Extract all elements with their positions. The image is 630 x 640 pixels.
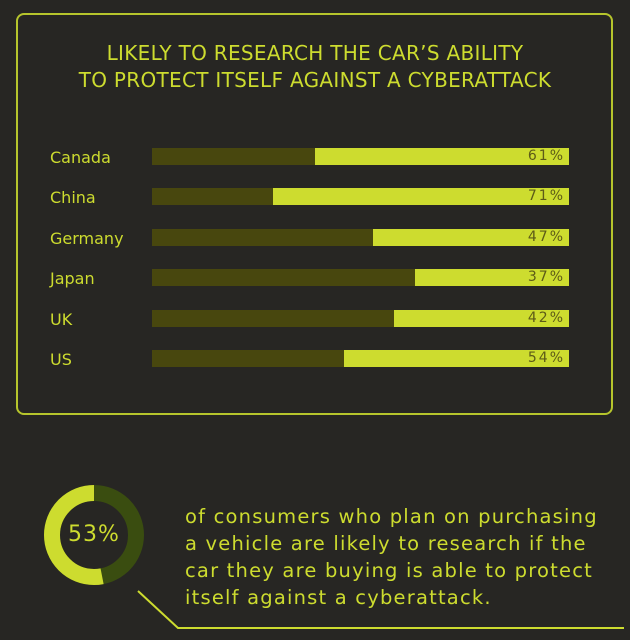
- bar-label: US: [50, 350, 72, 369]
- chart-panel: [16, 13, 613, 415]
- bar-track: 37%: [152, 269, 569, 287]
- bar-value-label: 54%: [527, 350, 565, 366]
- bar: [414, 269, 569, 287]
- bar-label: Japan: [50, 269, 95, 289]
- chart-title-line-1: LIKELY TO RESEARCH THE CAR’S ABILITY: [106, 41, 524, 65]
- bar-value-label: 47%: [527, 228, 565, 245]
- bar-track: 71%: [152, 188, 569, 206]
- bar-value-label: 37%: [527, 269, 565, 286]
- chart-title: LIKELY TO RESEARCH THE CAR’S ABILITY TO …: [0, 40, 630, 94]
- bar: [343, 350, 569, 367]
- bar-track: 47%: [152, 228, 569, 246]
- bar-track: 42%: [152, 309, 569, 327]
- bar-label: UK: [50, 309, 73, 329]
- donut-center-label: 53%: [68, 522, 120, 547]
- bar-value-label: 42%: [527, 309, 565, 326]
- donut-value-slice: [44, 485, 144, 585]
- stat-line-2: a vehicle are likely to research if the: [185, 532, 587, 555]
- bar-label: China: [50, 188, 96, 208]
- bar: [314, 148, 569, 165]
- donut-chart: [44, 485, 144, 585]
- bar: [272, 188, 569, 206]
- stat-line-4: itself against a cyberattack.: [185, 586, 492, 609]
- bar-label: Germany: [50, 228, 124, 248]
- stat-description: of consumers who plan on purchasing a ve…: [185, 503, 625, 611]
- bar-track: 54%: [152, 350, 569, 367]
- bar-value-label: 61%: [527, 148, 565, 164]
- bar-chart: Canada 61% China 71% Germany 47% Japan 37% UK 42%…: [50, 148, 569, 369]
- stat-line-1: of consumers who plan on purchasing: [185, 505, 598, 528]
- bar-track: 61%: [152, 148, 569, 165]
- bar-label: Canada: [50, 148, 111, 167]
- chart-title-line-2: TO PROTECT ITSELF AGAINST A CYBERATTACK: [78, 68, 552, 92]
- stat-line-3: car they are buying is able to protect: [185, 559, 593, 582]
- bar: [393, 309, 569, 327]
- bar: [373, 228, 569, 246]
- bar-value-label: 71%: [527, 188, 565, 205]
